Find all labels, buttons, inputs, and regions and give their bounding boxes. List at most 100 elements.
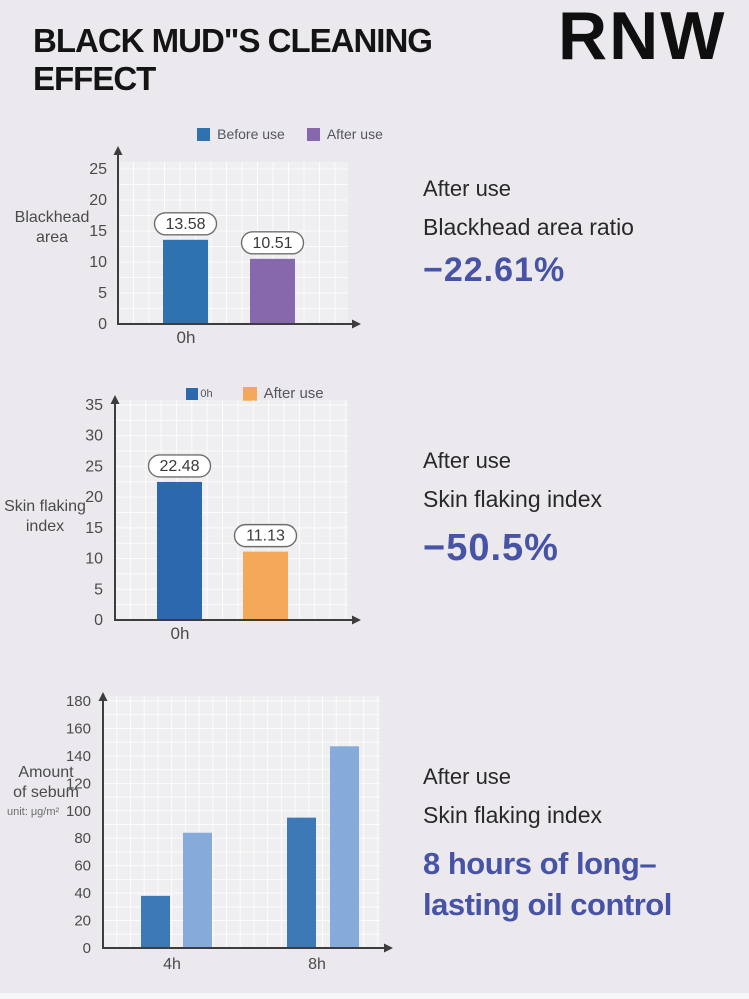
y-tick-label: 0 bbox=[83, 940, 91, 957]
y-tick-label: 20 bbox=[74, 913, 91, 930]
value-bubble bbox=[153, 212, 218, 236]
y-tick-label: 180 bbox=[66, 693, 91, 710]
bar-series-2 bbox=[330, 746, 359, 948]
legend-label: After use bbox=[326, 126, 383, 142]
x-category-label: 0h bbox=[171, 624, 190, 643]
legend-swatch-icon bbox=[186, 387, 199, 400]
big-value-line: 8 hours of long– bbox=[423, 846, 657, 881]
legend-item: After use bbox=[306, 126, 383, 142]
y-tick-label: 25 bbox=[89, 161, 107, 178]
chart3-unit-label: unit: μg/m² bbox=[7, 806, 60, 818]
chart-skin-flaking-index: 22.48 11.13 0 5 10 15 20 25 30 35 0h bbox=[85, 395, 361, 643]
value-bubble-label: 11.13 bbox=[246, 528, 285, 545]
big-value-line: −50.5% bbox=[423, 527, 559, 569]
y-tick-label: 5 bbox=[98, 285, 107, 302]
x-category-label: 8h bbox=[308, 956, 326, 973]
y-axis-arrow-icon bbox=[110, 395, 120, 404]
y-tick-label: 20 bbox=[85, 489, 103, 506]
big-value-line: lasting oil control bbox=[423, 887, 672, 922]
x-axis-arrow-icon bbox=[352, 319, 361, 329]
y-tick-label: 80 bbox=[74, 830, 91, 847]
y-tick-label: 15 bbox=[85, 520, 103, 537]
y-tick-label: 25 bbox=[85, 458, 103, 475]
value-bubble-label: 13.58 bbox=[165, 216, 205, 233]
title-line-2: EFFECT bbox=[33, 60, 156, 97]
y-tick-label: 120 bbox=[66, 775, 91, 792]
y-tick-label: 100 bbox=[66, 803, 91, 820]
y-tick-label: 140 bbox=[66, 748, 91, 765]
bar-series-1 bbox=[141, 895, 170, 948]
callout-blackhead-area: After use Blackhead area ratio −22.61% bbox=[423, 176, 634, 290]
bar-series-1 bbox=[287, 817, 316, 948]
bar-0h bbox=[157, 481, 202, 620]
bottom-strip bbox=[0, 993, 749, 999]
callout-subheading: Skin flaking index bbox=[423, 802, 602, 828]
bar-after-use bbox=[250, 258, 295, 324]
y-axis-label-line: area bbox=[35, 229, 69, 246]
chart2-legend: 0h After use bbox=[135, 385, 375, 402]
legend-item: 0h bbox=[186, 387, 213, 400]
y-tick-label: 20 bbox=[89, 192, 107, 209]
value-bubble-label: 22.48 bbox=[159, 458, 199, 475]
y-tick-label: 30 bbox=[85, 428, 103, 445]
page-title: BLACK MUD"S CLEANING EFFECT bbox=[33, 22, 433, 98]
callout-skin-flaking: After use Skin flaking index −50.5% bbox=[423, 448, 602, 570]
plot-panel bbox=[115, 400, 348, 620]
callout-subheading: Skin flaking index bbox=[423, 486, 602, 512]
y-axis-label-line: Amount bbox=[18, 764, 74, 781]
x-category-label: 4h bbox=[163, 956, 181, 973]
bar-series-2 bbox=[183, 832, 212, 948]
y-tick-label: 5 bbox=[94, 581, 103, 598]
y-tick-label: 40 bbox=[74, 885, 91, 902]
y-axis-label-line: Blackhead bbox=[14, 209, 90, 226]
legend-label: Before use bbox=[217, 126, 285, 142]
brand-logo: RNW bbox=[558, 0, 727, 74]
callout-heading: After use bbox=[423, 764, 512, 789]
chart-amount-of-sebum: 0 20 40 60 80 100 120 140 160 180 4h 8h bbox=[66, 692, 393, 973]
y-tick-label: 0 bbox=[98, 316, 107, 333]
chart1-y-axis-label: Blackhead area bbox=[6, 208, 98, 248]
bar-after-use bbox=[243, 551, 288, 620]
y-axis-label-line: index bbox=[25, 518, 65, 535]
title-line-1: BLACK MUD"S CLEANING bbox=[33, 22, 433, 59]
plot-panel bbox=[118, 162, 348, 324]
legend-swatch-icon bbox=[242, 386, 257, 401]
legend-item: After use bbox=[242, 385, 324, 402]
y-axis-label-line: Skin flaking bbox=[4, 498, 86, 515]
chart3-y-axis-label: Amount of sebum bbox=[2, 763, 90, 803]
callout-heading: After use bbox=[423, 176, 512, 201]
legend-swatch-icon bbox=[306, 127, 320, 141]
x-axis-arrow-icon bbox=[352, 615, 361, 625]
big-value-line: −22.61% bbox=[423, 251, 566, 289]
y-tick-label: 35 bbox=[85, 397, 103, 414]
y-tick-label: 0 bbox=[94, 612, 103, 629]
chart-blackhead-area: 13.58 10.51 0 5 10 15 20 25 0h bbox=[89, 146, 361, 347]
x-axis-arrow-icon bbox=[384, 943, 393, 953]
y-axis-arrow-icon bbox=[113, 146, 123, 155]
value-bubble bbox=[240, 231, 305, 255]
value-bubble-label: 10.51 bbox=[252, 235, 292, 252]
y-tick-label: 160 bbox=[66, 720, 91, 737]
legend-label: 0h bbox=[200, 387, 213, 400]
legend-item: Before use bbox=[197, 126, 285, 142]
legend-label: After use bbox=[263, 385, 324, 402]
x-category-label: 0h bbox=[177, 328, 196, 347]
callout-big-value: −50.5% bbox=[423, 527, 602, 570]
y-axis-label-line: of sebum bbox=[13, 784, 79, 801]
callout-big-value: −22.61% bbox=[423, 251, 634, 290]
chart2-y-axis-label: Skin flaking index bbox=[0, 497, 90, 537]
callout-heading: After use bbox=[423, 448, 512, 473]
y-axis-arrow-icon bbox=[98, 692, 108, 701]
y-tick-label: 10 bbox=[85, 551, 103, 568]
value-bubble bbox=[147, 454, 212, 478]
callout-big-value: 8 hours of long– lasting oil control bbox=[423, 843, 672, 925]
legend-swatch-icon bbox=[197, 127, 211, 141]
y-tick-label: 10 bbox=[89, 254, 107, 271]
callout-oil-control: After use Skin flaking index 8 hours of … bbox=[423, 764, 672, 925]
y-tick-label: 60 bbox=[74, 858, 91, 875]
callout-subheading: Blackhead area ratio bbox=[423, 214, 634, 240]
y-tick-label: 15 bbox=[89, 223, 107, 240]
bar-before-use bbox=[163, 239, 208, 324]
chart1-legend: Before use After use bbox=[150, 126, 430, 142]
